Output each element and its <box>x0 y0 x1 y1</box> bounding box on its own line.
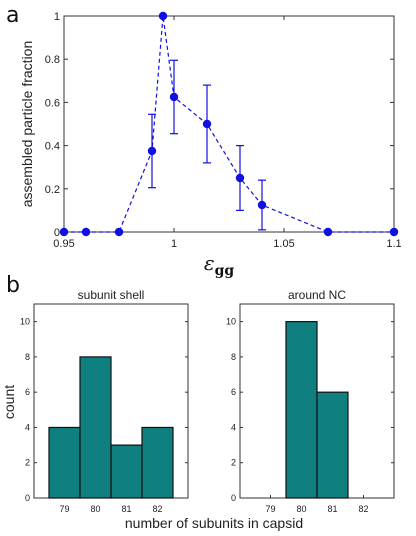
histogram-around-nc: around NC 0 2 4 6 8 10 79 80 81 82 <box>226 288 395 514</box>
hist1-y-ticks: 0 2 4 6 8 10 <box>20 317 188 503</box>
panel-a-label: a <box>6 3 19 28</box>
x-axis-ticks: 0.95 1 1.05 1.1 <box>53 16 402 250</box>
hist-x-tick-label: 81 <box>327 504 337 514</box>
hist2-y-ticks: 0 2 4 6 8 10 <box>226 317 394 503</box>
hist-bar <box>285 321 318 499</box>
y-axis-title: assembled particle fraction <box>19 41 35 208</box>
data-point <box>235 173 245 183</box>
x-tick-label: 1.05 <box>273 238 294 250</box>
y-tick-label: 1 <box>54 11 60 23</box>
hist-bar <box>316 391 349 499</box>
x-axis-title: εgg <box>204 251 235 279</box>
data-point <box>158 11 168 21</box>
data-point <box>257 200 267 210</box>
panel-b-label: b <box>6 273 20 298</box>
x-axis-title-symbol: ε <box>204 251 215 275</box>
y-tick-label: 0.4 <box>45 141 60 153</box>
line-chart-panel: 0 0.2 0.4 0.6 0.8 1 0.95 1 1.05 1.1 assembled pa… <box>19 11 402 279</box>
hist-y-tick-label: 10 <box>226 317 236 327</box>
hist1-bars <box>48 356 174 499</box>
hist-y-tick-label: 2 <box>231 458 236 468</box>
hist-y-tick-label: 0 <box>231 493 236 503</box>
hist-y-tick-label: 10 <box>20 317 30 327</box>
hist-y-tick-label: 8 <box>25 352 30 362</box>
hist2-bars <box>285 321 349 499</box>
hist-y-tick-label: 4 <box>231 422 236 432</box>
hist-y-tick-label: 6 <box>231 387 236 397</box>
hist-y-tick-label: 6 <box>25 387 30 397</box>
data-point <box>81 227 91 237</box>
series-line <box>64 15 394 233</box>
data-point <box>323 227 333 237</box>
data-point <box>202 119 212 129</box>
y-tick-label: 0.8 <box>45 54 60 66</box>
hist-y-tick-label: 2 <box>25 458 30 468</box>
hist-bar <box>79 356 112 499</box>
hist-x-tick-label: 79 <box>265 504 275 514</box>
y-tick-label: 0.2 <box>45 184 60 196</box>
hist-y-tick-label: 4 <box>25 422 30 432</box>
data-point <box>389 227 399 237</box>
hist-x-tick-label: 82 <box>358 504 368 514</box>
y-tick-label: 0 <box>54 227 60 239</box>
y-tick-label: 0.6 <box>45 97 60 109</box>
hist-bar <box>110 444 143 499</box>
hist2-title: around NC <box>288 288 346 302</box>
hist-x-tick-label: 80 <box>296 504 306 514</box>
histogram-subunit-shell: subunit shell 0 2 4 6 8 10 79 80 81 82 count <box>1 288 189 514</box>
x-axis-title-subscript: gg <box>215 263 235 279</box>
data-point <box>114 227 124 237</box>
plot-area-frame <box>63 15 395 233</box>
hist-y-tick-label: 0 <box>25 493 30 503</box>
hist-bar <box>48 426 81 499</box>
shared-x-axis-title: number of subunits in capsid <box>125 515 303 531</box>
hist-x-tick-label: 80 <box>90 504 100 514</box>
data-point <box>59 227 69 237</box>
y-axis-ticks: 0 0.2 0.4 0.6 0.8 1 <box>45 11 394 239</box>
x-tick-label: 1.1 <box>386 238 401 250</box>
hist-x-tick-label: 79 <box>59 504 69 514</box>
data-point <box>147 146 157 156</box>
hist-x-tick-label: 81 <box>121 504 131 514</box>
x-tick-label: 0.95 <box>53 238 74 250</box>
hist-bar <box>141 426 174 499</box>
hist1-y-axis-title: count <box>1 385 17 419</box>
x-tick-label: 1 <box>171 238 177 250</box>
hist-x-tick-label: 82 <box>152 504 162 514</box>
hist-y-tick-label: 8 <box>231 352 236 362</box>
series-layer <box>59 11 399 237</box>
hist1-title: subunit shell <box>78 288 145 302</box>
data-point <box>169 92 179 102</box>
